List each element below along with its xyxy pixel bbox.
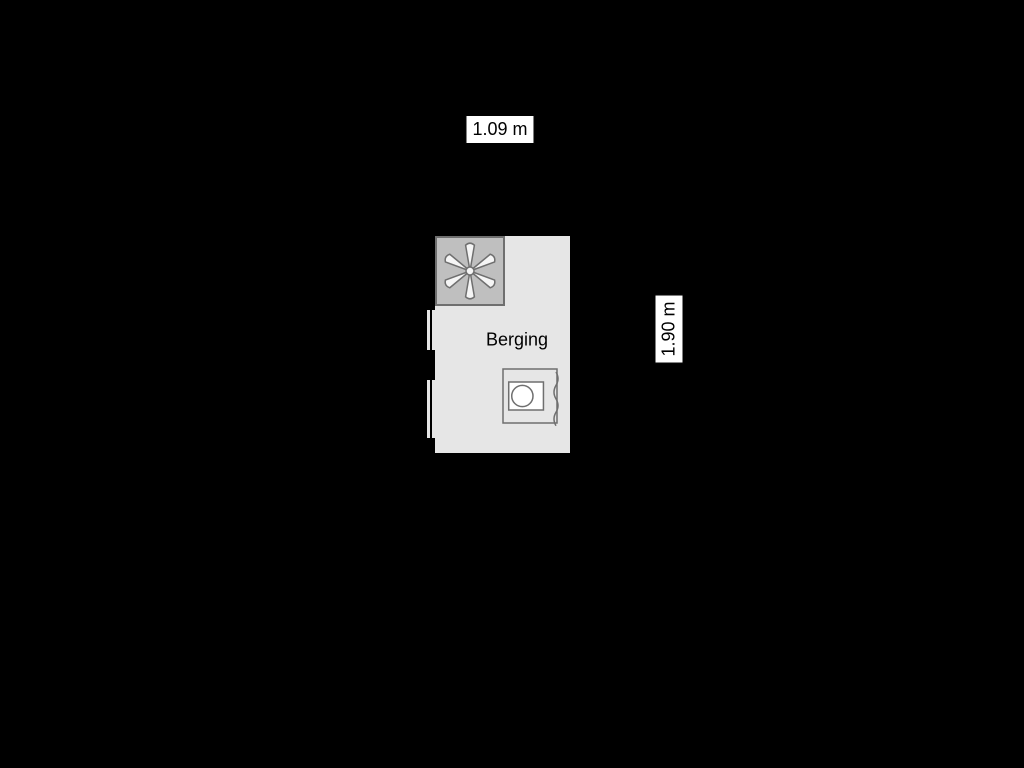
floorplan-canvas: 1.09 m 1.90 m Berging	[0, 0, 1024, 768]
fan-unit-icon	[436, 237, 504, 305]
wall-bottom	[427, 453, 578, 461]
wall-left-segment	[427, 438, 435, 461]
window-opening-line	[430, 310, 432, 350]
window-bar	[415, 380, 417, 438]
washer-icon	[502, 368, 558, 424]
dimension-width-label: 1.09 m	[465, 115, 534, 144]
window-bar	[423, 380, 425, 438]
window-bar	[419, 310, 421, 350]
wall-left-segment	[427, 350, 435, 380]
window-bar	[423, 310, 425, 350]
wall-top	[427, 228, 578, 236]
wall-right	[570, 228, 578, 461]
window-bar	[415, 310, 417, 350]
wall-left-segment	[427, 228, 435, 310]
room-berging: Berging	[427, 228, 578, 461]
window-bar	[419, 380, 421, 438]
dimension-height-label: 1.90 m	[655, 294, 684, 363]
room-label: Berging	[486, 330, 548, 351]
window-opening-line	[430, 380, 432, 438]
